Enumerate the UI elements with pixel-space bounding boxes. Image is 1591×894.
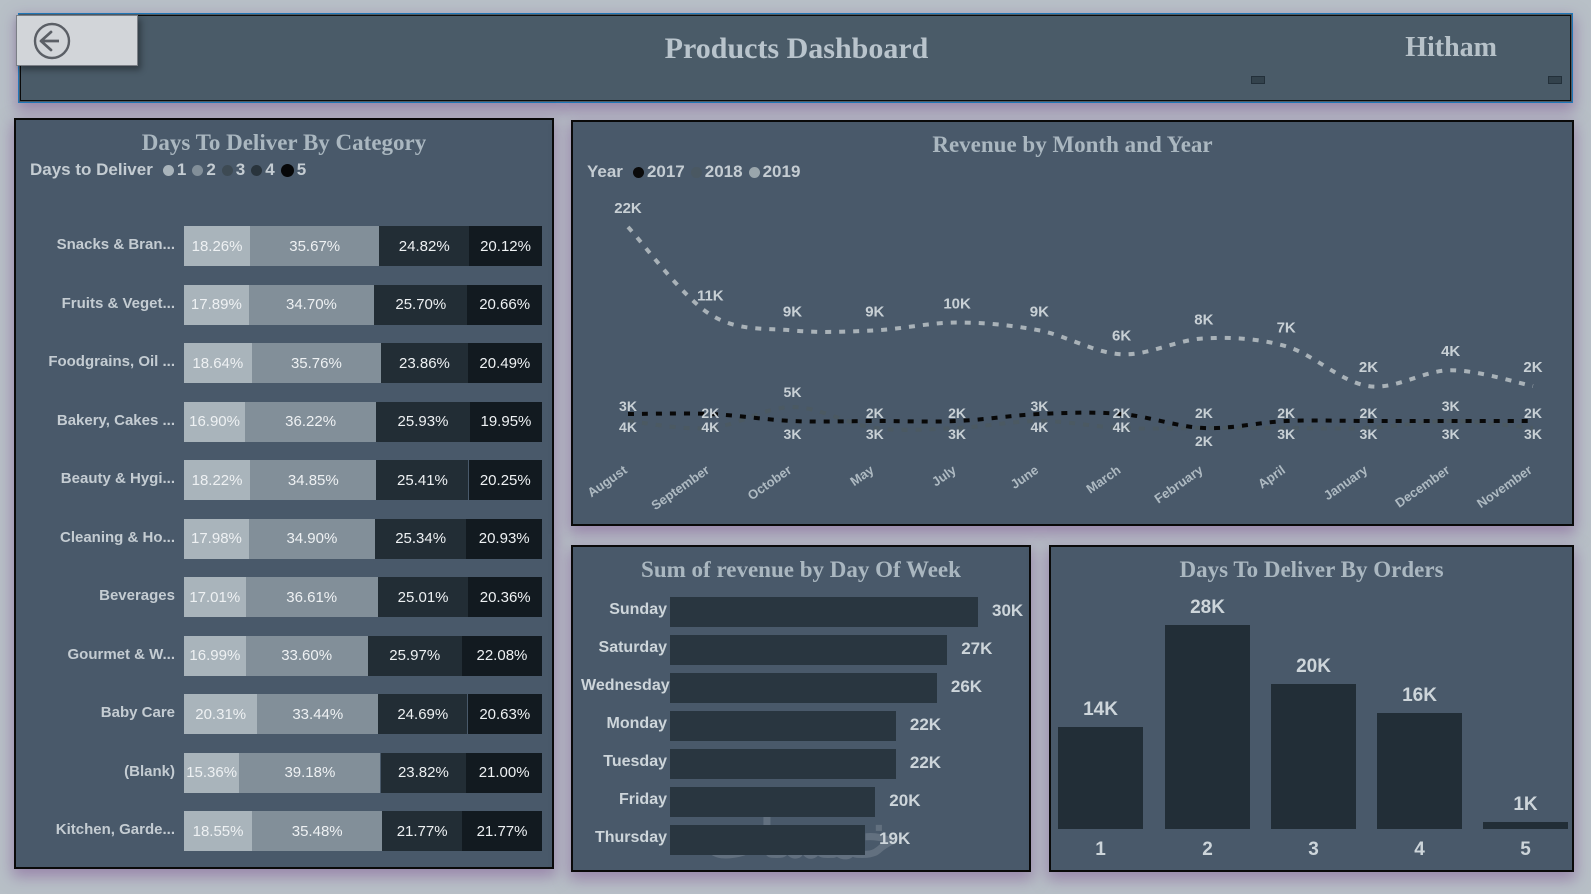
svg-text:3K: 3K bbox=[1277, 426, 1295, 442]
svg-text:January: January bbox=[1321, 462, 1371, 503]
svg-text:March: March bbox=[1083, 462, 1123, 496]
svg-text:2K: 2K bbox=[948, 405, 966, 421]
svg-text:4K: 4K bbox=[701, 419, 719, 435]
svg-text:August: August bbox=[584, 462, 630, 500]
svg-text:11K: 11K bbox=[697, 288, 724, 305]
svg-text:4K: 4K bbox=[1441, 343, 1460, 360]
svg-text:3K: 3K bbox=[866, 426, 884, 442]
svg-text:3K: 3K bbox=[1030, 398, 1048, 414]
svg-text:10K: 10K bbox=[943, 296, 971, 313]
svg-text:April: April bbox=[1255, 462, 1288, 491]
svg-text:May: May bbox=[847, 462, 877, 489]
svg-text:July: July bbox=[929, 462, 960, 490]
svg-text:3K: 3K bbox=[1442, 426, 1460, 442]
svg-text:7K: 7K bbox=[1277, 319, 1296, 336]
svg-text:9K: 9K bbox=[783, 303, 802, 320]
svg-text:3K: 3K bbox=[619, 398, 637, 414]
svg-text:2K: 2K bbox=[1523, 359, 1542, 376]
svg-text:9K: 9K bbox=[865, 303, 884, 320]
svg-text:4K: 4K bbox=[619, 419, 637, 435]
svg-text:4K: 4K bbox=[1113, 419, 1131, 435]
svg-text:3K: 3K bbox=[784, 426, 802, 442]
svg-text:6K: 6K bbox=[1112, 327, 1131, 344]
svg-text:2K: 2K bbox=[1195, 405, 1213, 421]
svg-text:2K: 2K bbox=[1277, 405, 1295, 421]
svg-text:3K: 3K bbox=[1360, 426, 1378, 442]
svg-text:3K: 3K bbox=[1442, 398, 1460, 414]
svg-text:5K: 5K bbox=[784, 384, 802, 400]
svg-text:October: October bbox=[745, 462, 794, 503]
svg-text:2K: 2K bbox=[1195, 433, 1213, 449]
svg-text:4K: 4K bbox=[1030, 419, 1048, 435]
svg-text:November: November bbox=[1474, 462, 1535, 511]
svg-text:2K: 2K bbox=[1524, 405, 1542, 421]
svg-text:2K: 2K bbox=[866, 405, 884, 421]
svg-text:3K: 3K bbox=[948, 426, 966, 442]
svg-text:9K: 9K bbox=[1030, 303, 1049, 320]
svg-text:February: February bbox=[1151, 462, 1206, 507]
svg-text:2K: 2K bbox=[1359, 359, 1378, 376]
svg-text:22K: 22K bbox=[614, 200, 642, 217]
svg-text:3K: 3K bbox=[1524, 426, 1542, 442]
svg-text:September: September bbox=[648, 462, 712, 512]
svg-text:June: June bbox=[1008, 462, 1041, 492]
svg-text:December: December bbox=[1392, 462, 1452, 510]
svg-text:8K: 8K bbox=[1194, 311, 1213, 328]
svg-text:2K: 2K bbox=[1360, 405, 1378, 421]
